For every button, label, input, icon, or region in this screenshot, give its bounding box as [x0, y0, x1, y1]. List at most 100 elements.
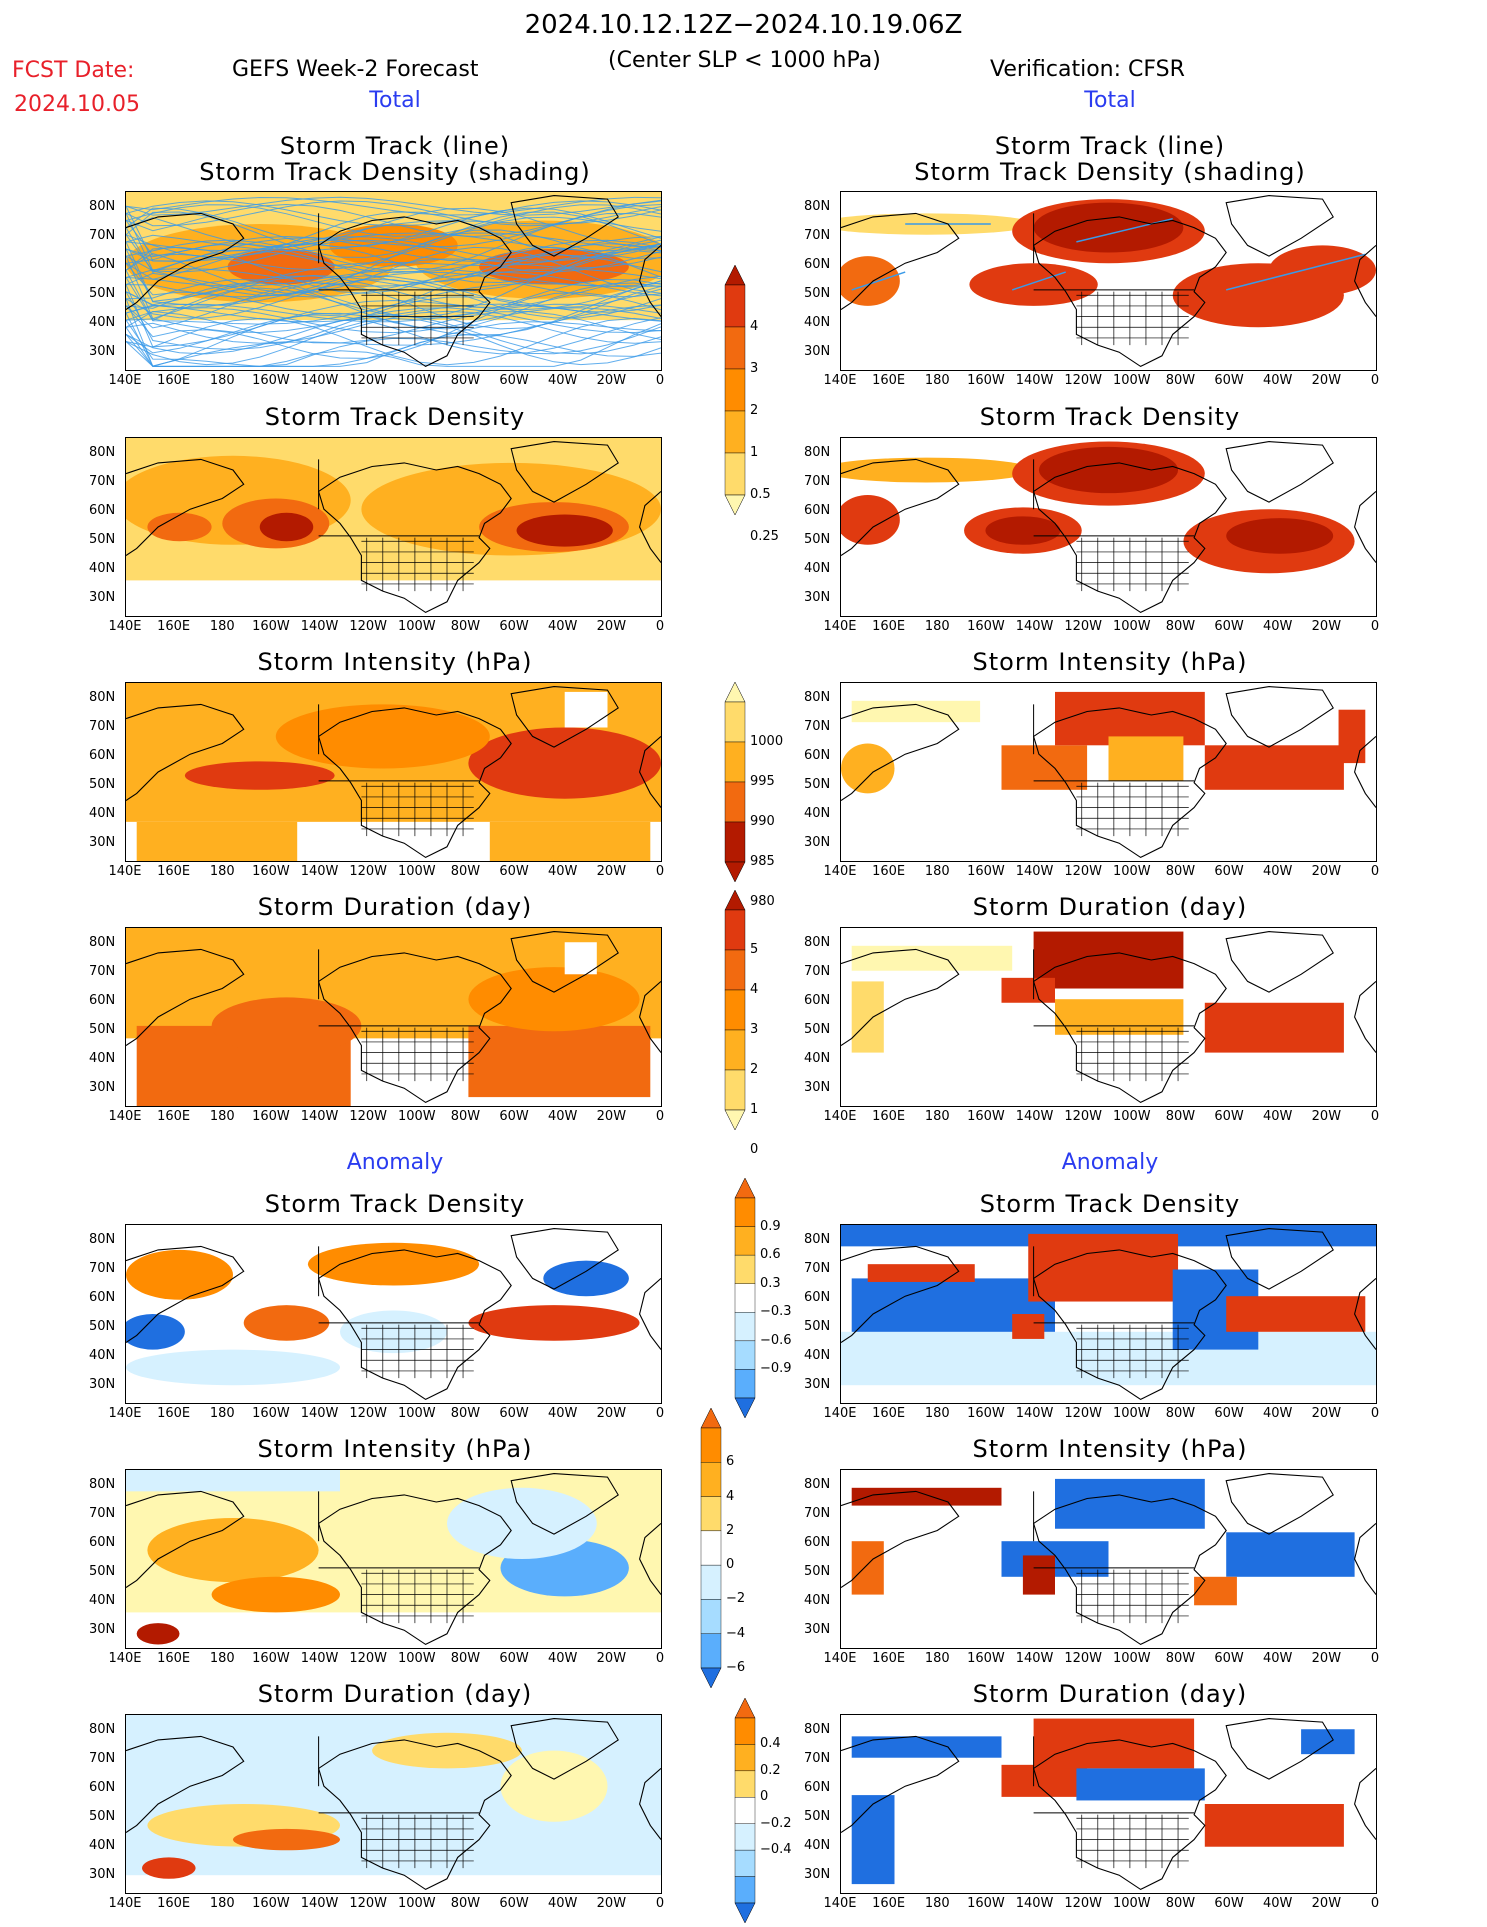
coastline [1354, 1277, 1376, 1350]
colorbar-label: −0.6 [760, 1332, 792, 1348]
colorbar-graphic [734, 1697, 756, 1924]
coastline [510, 1718, 619, 1780]
colorbar-bottom-arrow [724, 494, 746, 516]
longitude-label: 20W [1311, 864, 1342, 879]
longitude-label: 120W [349, 373, 388, 388]
colorbar-label: −4 [726, 1625, 746, 1641]
longitude-label: 180 [924, 373, 950, 388]
colorbar-label: 3 [750, 1022, 759, 1037]
state-boundaries [361, 1569, 474, 1624]
coastline [1032, 216, 1227, 368]
colorbar-segment [734, 1717, 756, 1745]
colorbar-segment [734, 1226, 756, 1256]
longitude-label: 40W [1263, 864, 1293, 879]
latitude-label: 70N [804, 1751, 831, 1766]
longitude-label: 120W [349, 619, 388, 634]
storm-track-line [126, 307, 661, 334]
panel-title-intensity-l: Storm Intensity (hPa) [257, 648, 533, 676]
latitude-label: 30N [89, 344, 116, 359]
longitude-label: 160W [252, 1109, 290, 1124]
storm-track-line [126, 239, 661, 320]
shade-region [1338, 709, 1366, 764]
state-boundaries [1076, 1324, 1189, 1379]
colorbar-segment [700, 1462, 722, 1497]
latitude-label: 80N [89, 935, 116, 950]
longitude-label: 60W [1214, 864, 1244, 879]
latitude-label: 40N [804, 1593, 831, 1608]
coastline [639, 1277, 661, 1350]
colorbar-label: 980 [750, 894, 775, 909]
latitude-label: 30N [89, 1080, 116, 1095]
colorbar-label: 0.25 [750, 529, 779, 544]
longitude-label: 20W [1311, 1406, 1342, 1421]
shade-region [1038, 446, 1179, 494]
longitude-label: 140W [300, 1109, 339, 1124]
shade-region [1204, 745, 1344, 790]
colorbar-segment [724, 781, 746, 823]
longitude-label: 160W [967, 1109, 1005, 1124]
state-boundaries [361, 291, 474, 346]
colorbar-label: 985 [750, 854, 775, 869]
colorbar-label: 2 [750, 403, 759, 418]
shade-region [275, 704, 490, 769]
model-title: GEFS Week-2 Forecast [232, 57, 479, 82]
latitude-label: 30N [804, 835, 831, 850]
latitude-label: 60N [804, 503, 831, 518]
latitude-label: 70N [89, 474, 116, 489]
longitude-label: 20W [1311, 619, 1342, 634]
latitude-label: 80N [804, 1232, 831, 1247]
shade-region [1301, 1729, 1355, 1755]
shade-region [126, 1314, 185, 1350]
latitude-label: 50N [89, 286, 116, 301]
longitude-label: 120W [349, 1406, 388, 1421]
map-canvas [126, 1228, 661, 1401]
colorbar-duration-anomaly: 0.4 0.2 0 −0.2 −0.4 [734, 1697, 792, 1924]
shade-region [1269, 245, 1376, 296]
latitude-label: 70N [89, 964, 116, 979]
longitude-label: 140W [300, 619, 339, 634]
colorbar-segment [734, 1283, 756, 1313]
longitude-label: 120W [349, 1651, 388, 1666]
latitude-label: 50N [89, 777, 116, 792]
storm-track-line [126, 275, 661, 308]
longitude-label: 100W [397, 373, 436, 388]
latitude-label: 30N [89, 1622, 116, 1637]
colorbar-density-total: 4 3 2 1 0.5 0.25 [724, 264, 779, 544]
longitude-label: 180 [209, 1109, 235, 1124]
map-canvas [841, 931, 1376, 1104]
storm-track-line [126, 271, 661, 298]
longitude-label: 100W [1112, 1896, 1151, 1911]
latitude-label: 30N [804, 1377, 831, 1392]
colorbar-segment [734, 1369, 756, 1399]
latitude-label: 40N [89, 315, 116, 330]
storm-track-line [126, 291, 661, 359]
colorbar-label: 0.2 [760, 1762, 781, 1778]
panel-title-intensity-anom-l: Storm Intensity (hPa) [257, 1435, 533, 1463]
longitude-label: 120W [349, 864, 388, 879]
storm-track-line [126, 282, 661, 330]
shade-region [1001, 1764, 1088, 1797]
colorbar-intensity-anomaly: 6 4 2 0 −2 −4 −6 [700, 1407, 745, 1689]
longitude-label: 60W [1214, 373, 1244, 388]
shade-region [468, 1305, 640, 1341]
storm-track-line [126, 211, 661, 259]
storm-track-line [126, 319, 661, 367]
storm-track-line [126, 207, 661, 248]
coastline [1225, 1473, 1334, 1535]
longitude-label: 40W [548, 373, 578, 388]
shade-region [564, 691, 608, 728]
longitude-label: 100W [397, 1109, 436, 1124]
coastline [841, 948, 960, 1046]
map-canvas [126, 192, 661, 368]
longitude-label: 60W [1214, 1896, 1244, 1911]
longitude-label: 100W [1112, 1109, 1151, 1124]
longitude-label: 20W [596, 619, 627, 634]
latitude-label: 40N [89, 806, 116, 821]
longitude-label: 160W [967, 864, 1005, 879]
storm-track-line [126, 235, 661, 262]
colorbar-top-arrow [724, 681, 746, 703]
shade-region [867, 1264, 975, 1282]
colorbar-bottom-arrow [700, 1667, 722, 1689]
latitude-label: 70N [804, 474, 831, 489]
map-duration-forecast [125, 927, 662, 1107]
